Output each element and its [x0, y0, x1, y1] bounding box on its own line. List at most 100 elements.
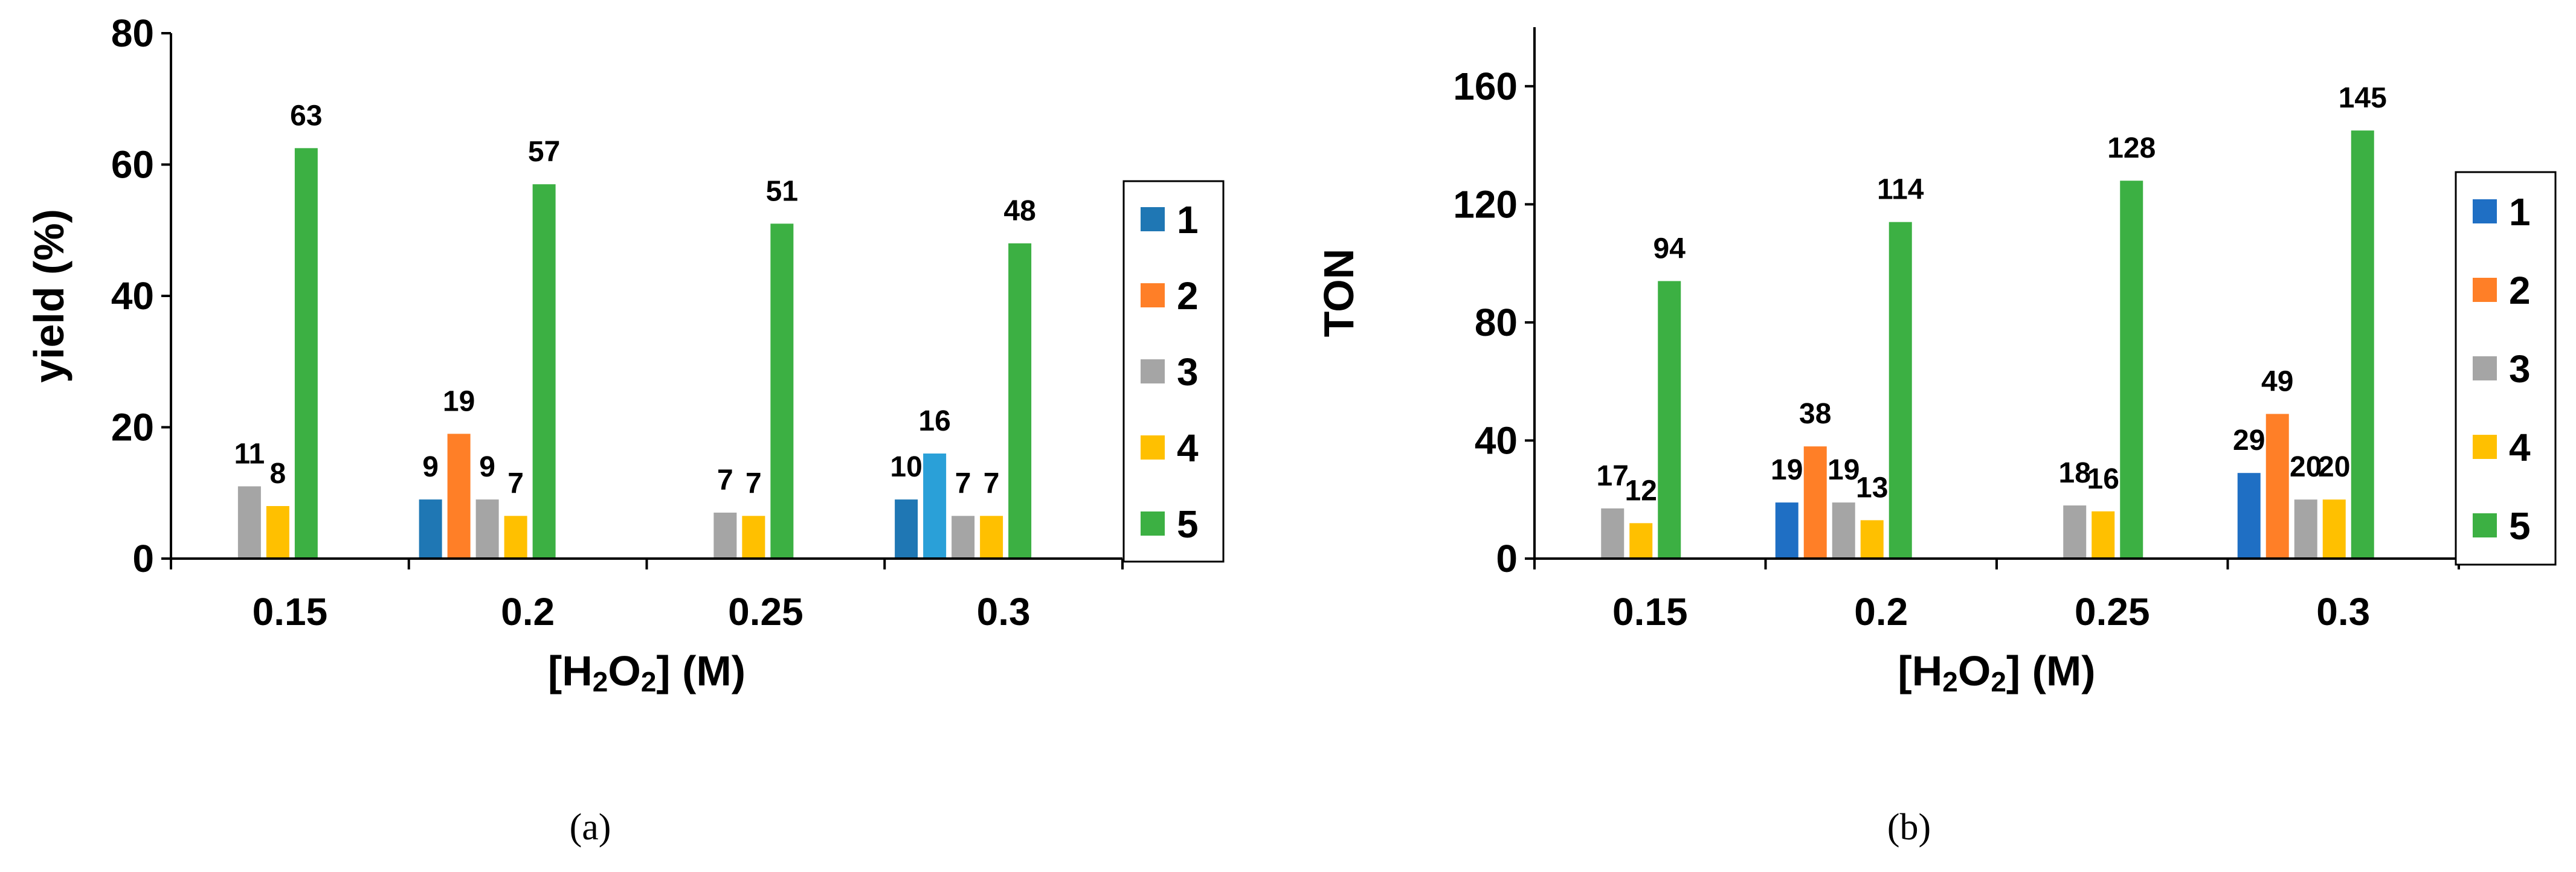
y-tick-label: 80 [1475, 301, 1518, 344]
data-label-series-4-0.25: 16 [2087, 463, 2119, 495]
data-label-series-3-0.15: 17 [1597, 460, 1629, 492]
data-label-series-5-0.3: 48 [1003, 195, 1035, 227]
legend-label-5: 5 [1177, 502, 1199, 546]
x-axis-title: [H2O2] (M) [1898, 647, 2095, 697]
bar-series-2-0.3 [2265, 414, 2289, 559]
data-label-series-3-0.2: 19 [1827, 454, 1860, 486]
x-tick-label-0.3: 0.3 [2316, 590, 2370, 633]
bar-series-2-0.2 [1803, 446, 1827, 559]
y-tick-label: 60 [111, 143, 154, 187]
data-label-series-3-0.25: 18 [2059, 457, 2091, 489]
data-label-series-2-0.3: 16 [918, 405, 950, 437]
data-label-series-4-0.25: 7 [745, 467, 762, 499]
bar-series-5-0.25 [770, 223, 794, 559]
legend-label-4: 4 [1177, 426, 1199, 470]
bar-series-2-0.3 [923, 454, 947, 559]
data-label-series-4-0.3: 7 [984, 467, 1000, 499]
bar-series-4-0.3 [980, 516, 1003, 559]
legend-label-3: 3 [1177, 350, 1199, 394]
legend-swatch-2 [2473, 278, 2497, 302]
bar-series-1-0.3 [2237, 473, 2261, 559]
bar-series-3-0.25 [713, 512, 737, 559]
legend-swatch-2 [1141, 283, 1165, 307]
legend-label-1: 1 [1177, 198, 1199, 242]
bar-series-3-0.3 [2294, 499, 2317, 559]
x-tick-label-0.2: 0.2 [501, 590, 555, 633]
y-tick-label: 80 [111, 11, 154, 55]
bar-series-1-0.2 [1775, 502, 1798, 559]
legend-swatch-5 [1141, 511, 1165, 536]
legend-box [1122, 180, 1225, 563]
x-tick-label-0.15: 0.15 [1612, 590, 1688, 633]
x-tick-label-0.15: 0.15 [253, 590, 328, 633]
data-label-series-1-0.3: 10 [890, 451, 922, 483]
legend-label-2: 2 [2509, 269, 2531, 312]
y-tick-label: 160 [1453, 65, 1518, 108]
y-tick-label: 20 [111, 406, 154, 449]
legend-swatch-5 [2473, 513, 2497, 537]
y-tick-label: 0 [132, 537, 154, 580]
legend-label-3: 3 [2509, 347, 2531, 391]
legend-label-5: 5 [2509, 504, 2531, 548]
data-label-series-2-0.2: 38 [1799, 398, 1831, 430]
bar-series-4-0.3 [2322, 499, 2346, 559]
data-label-series-5-0.25: 128 [2107, 132, 2156, 164]
data-label-series-5-0.3: 145 [2339, 82, 2387, 114]
data-label-series-4-0.2: 13 [1856, 472, 1888, 504]
data-label-series-5-0.15: 94 [1653, 232, 1686, 264]
legend-label-1: 1 [2509, 190, 2531, 234]
bar-series-3-0.15 [1601, 508, 1624, 559]
data-label-series-5-0.2: 57 [528, 136, 560, 168]
bar-series-4-0.2 [504, 516, 527, 559]
bar-series-5-0.3 [2351, 130, 2374, 559]
x-axis-title: [H2O2] (M) [548, 647, 745, 697]
bar-series-4-0.15 [266, 506, 289, 559]
bar-series-4-0.2 [1860, 520, 1884, 559]
bar-series-2-0.2 [447, 434, 471, 559]
data-label-series-5-0.2: 114 [1877, 174, 1924, 206]
bar-series-5-0.3 [1008, 243, 1032, 559]
bar-series-3-0.15 [237, 486, 261, 559]
data-label-series-5-0.15: 63 [290, 100, 322, 132]
legend-label-4: 4 [2509, 426, 2531, 469]
data-label-series-4-0.15: 8 [270, 458, 286, 490]
bar-series-3-0.3 [952, 516, 975, 559]
data-label-series-4-0.2: 7 [507, 467, 524, 499]
legend-swatch-3 [2473, 356, 2497, 380]
bar-series-5-0.25 [2120, 181, 2143, 559]
bar-series-3-0.25 [2063, 505, 2087, 559]
legend-swatch-1 [1141, 207, 1165, 231]
panel-caption-b: (b) [1887, 807, 1931, 848]
y-tick-label: 40 [111, 274, 154, 318]
y-axis-title: yield (%) [25, 209, 72, 383]
legend: 1 2 3 4 5 [1122, 180, 1225, 563]
y-tick-label: 40 [1475, 418, 1518, 462]
y-axis-title: TON [1315, 249, 1362, 338]
legend-label-2: 2 [1177, 274, 1199, 318]
legend-box [2455, 171, 2557, 566]
x-tick-label-0.3: 0.3 [977, 590, 1031, 633]
x-tick-label-0.2: 0.2 [1854, 590, 1908, 633]
bar-series-5-0.15 [1658, 281, 1681, 559]
x-tick-label-0.25: 0.25 [2075, 590, 2150, 633]
data-label-series-2-0.2: 19 [443, 385, 475, 417]
data-label-series-3-0.3: 7 [955, 467, 971, 499]
legend-swatch-4 [1141, 435, 1165, 460]
panel-caption-a: (a) [570, 807, 611, 848]
legend-swatch-3 [1141, 359, 1165, 383]
data-label-series-2-0.3: 49 [2261, 365, 2293, 397]
data-label-series-4-0.15: 12 [1625, 475, 1657, 507]
bar-series-4-0.25 [2091, 511, 2115, 559]
data-label-series-1-0.3: 29 [2233, 425, 2265, 457]
bar-series-3-0.2 [1832, 502, 1855, 559]
x-tick-label-0.25: 0.25 [728, 590, 803, 633]
data-label-series-3-0.3: 20 [2290, 451, 2322, 483]
data-label-series-1-0.2: 19 [1771, 454, 1803, 486]
data-label-series-3-0.25: 7 [717, 464, 733, 496]
data-label-series-1-0.2: 9 [422, 451, 439, 483]
data-label-series-4-0.3: 20 [2318, 451, 2350, 483]
bar-series-5-0.2 [1889, 222, 1912, 559]
bar-series-3-0.2 [475, 499, 499, 559]
data-label-series-3-0.2: 9 [479, 451, 495, 483]
